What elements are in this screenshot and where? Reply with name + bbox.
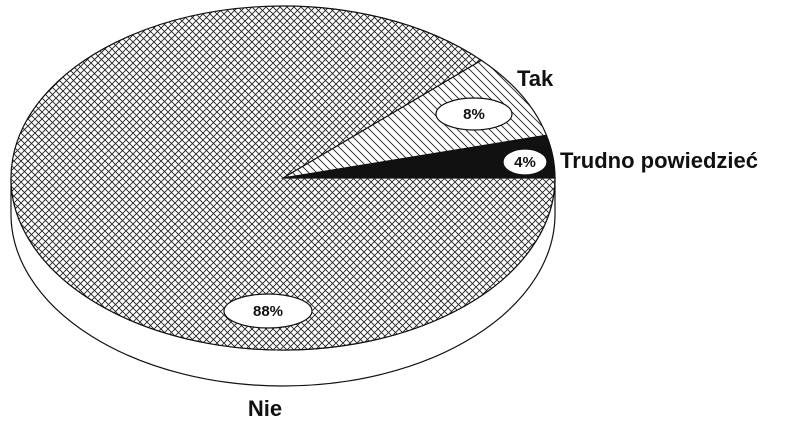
pie-slice	[282, 59, 548, 179]
value-label-bg	[502, 148, 548, 176]
value-label: 8%	[463, 106, 485, 123]
category-label: Tak	[517, 66, 554, 91]
category-label: Nie	[248, 396, 282, 421]
category-label: Trudno powiedzieć	[560, 148, 758, 173]
value-label-bg	[435, 97, 513, 131]
pie-slice	[10, 5, 556, 351]
value-label: 4%	[514, 154, 536, 171]
value-label-bg	[223, 293, 313, 329]
value-label: 88%	[253, 303, 283, 320]
